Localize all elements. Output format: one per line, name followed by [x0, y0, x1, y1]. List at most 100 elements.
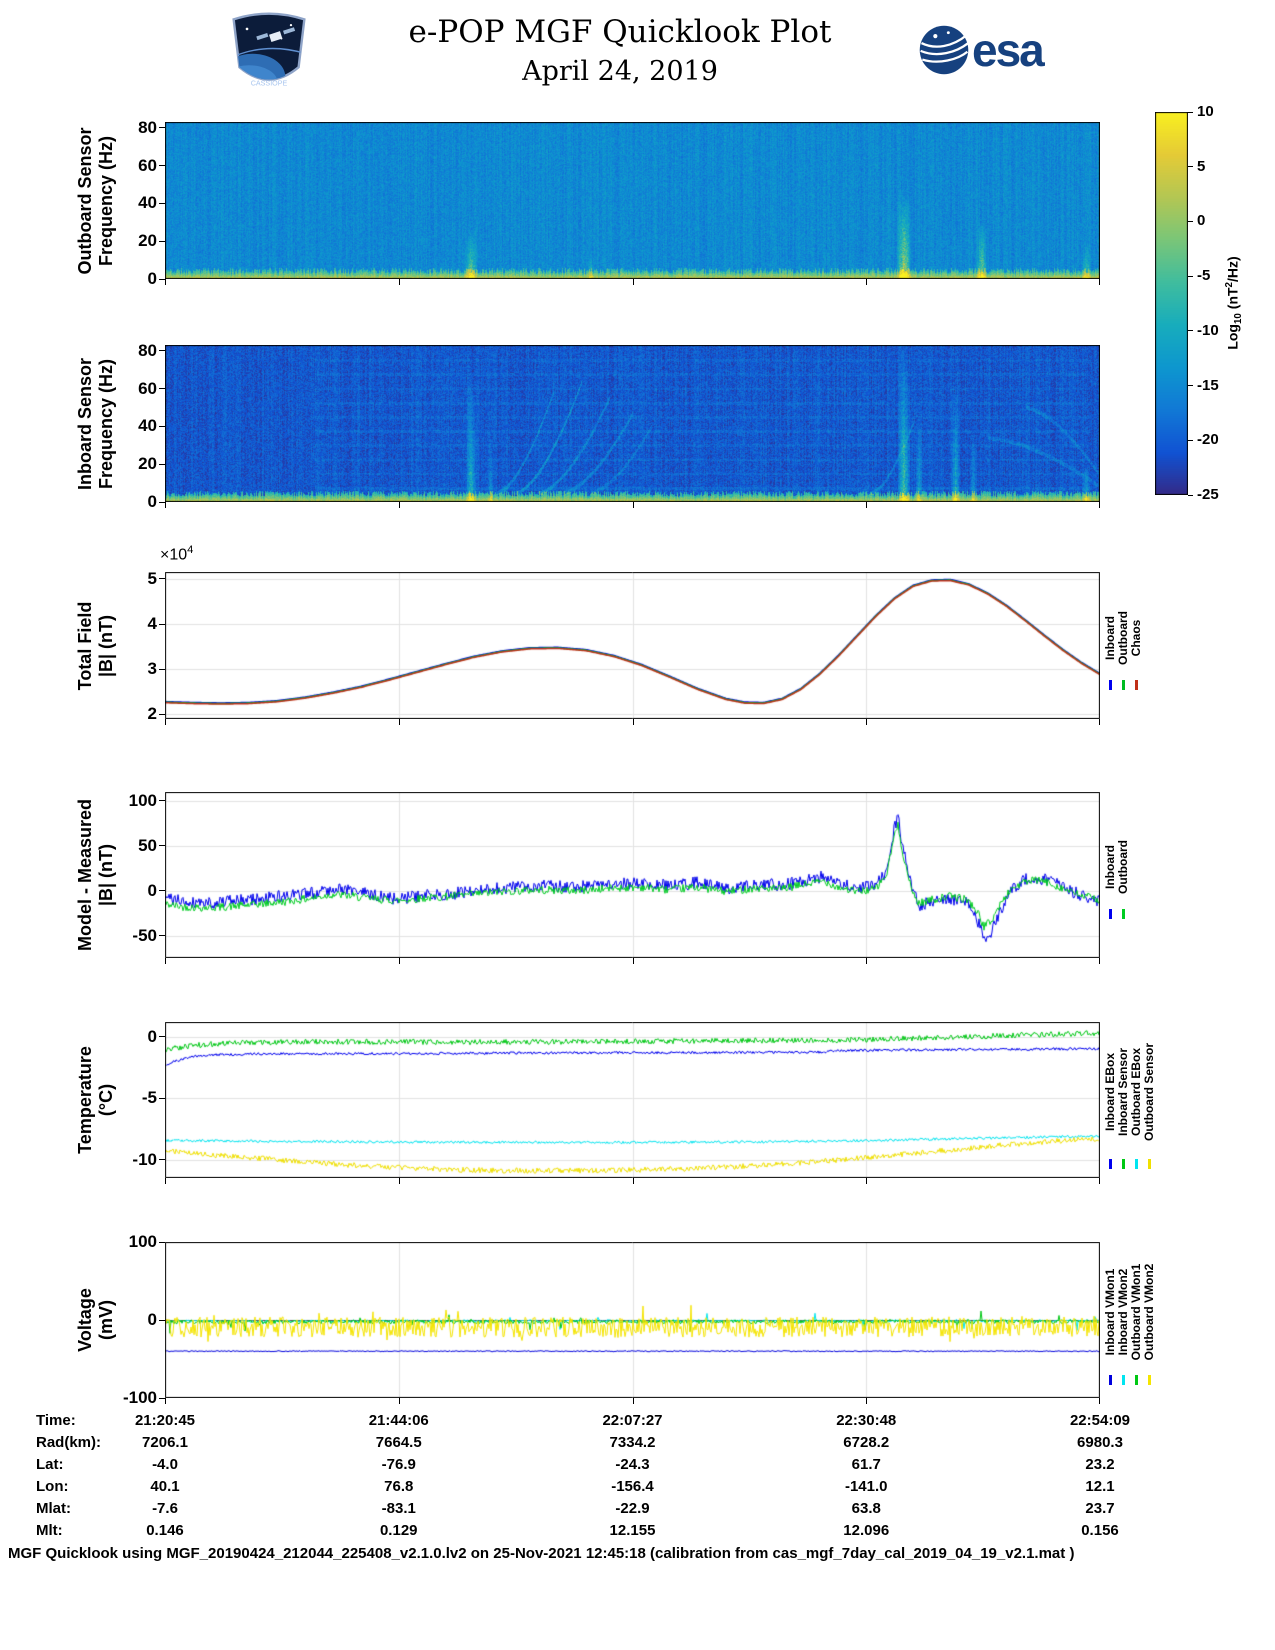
table-cell-value: 63.8: [851, 1500, 881, 1517]
tick-mark: [398, 719, 400, 725]
table-cell-value: 12.155: [609, 1522, 656, 1539]
colorbar-tick-label: -15: [1197, 376, 1219, 394]
tick-mark: [159, 388, 165, 389]
ylabel-temperature: Temperature (°C): [75, 1046, 117, 1154]
temperature-canvas: [165, 1022, 1100, 1178]
table-cell-value: -24.3: [615, 1456, 650, 1473]
tick-mark: [632, 1398, 634, 1404]
tick-mark: [165, 502, 166, 508]
figure-date: April 24, 2019: [522, 56, 718, 87]
esa-logo: esa: [918, 24, 1045, 76]
tick-mark: [159, 1036, 165, 1038]
temperature-panel: [165, 1022, 1100, 1178]
total-field-canvas: [165, 572, 1100, 719]
legend-label: Outboard Sensor: [1142, 1043, 1156, 1142]
cassiope-mission-logo: CASSIOPE: [226, 6, 312, 97]
tick-mark: [866, 1398, 868, 1404]
table-row-label: Lat:: [36, 1456, 64, 1473]
legend-color-mark: [1121, 908, 1125, 919]
y-tick-label: 0: [147, 1310, 157, 1329]
legend-label: Outboard: [1116, 839, 1130, 894]
tick-mark: [1188, 275, 1193, 277]
y-tick-label: 0: [147, 880, 157, 900]
legend-label: Outboard VMon2: [1142, 1263, 1156, 1361]
esa-logo-text: esa: [972, 24, 1045, 76]
y-tick-label: 100: [128, 1232, 157, 1251]
legend-label: Inboard VMon2: [1116, 1268, 1130, 1356]
tick-mark: [159, 202, 165, 204]
table-cell-value: 7206.1: [142, 1434, 188, 1451]
legend-color-mark: [1134, 1158, 1138, 1169]
outboard-spectrogram-panel: [165, 122, 1100, 279]
legend-label: Outboard: [1116, 611, 1130, 666]
table-cell-value: -4.0: [152, 1456, 178, 1473]
legend-color-mark: [1108, 1375, 1112, 1386]
table-cell-value: 6980.3: [1077, 1434, 1123, 1451]
tick-mark: [159, 578, 165, 580]
y-tick-label: 20: [138, 231, 157, 251]
legend-color-mark: [1121, 1158, 1125, 1169]
colorbar-tick-label: -10: [1197, 321, 1219, 339]
table-cell-value: 22:07:27: [602, 1412, 663, 1429]
tick-mark: [398, 1398, 400, 1404]
table-cell-value: 6728.2: [843, 1434, 890, 1451]
tick-mark: [1099, 1398, 1100, 1404]
tick-mark: [398, 502, 400, 508]
tick-mark: [165, 1178, 166, 1184]
tick-mark: [159, 623, 165, 625]
y-tick-label: 40: [138, 416, 157, 436]
voltage-panel: [165, 1242, 1100, 1398]
tick-mark: [866, 1178, 868, 1184]
tick-mark: [398, 279, 400, 285]
ylabel-inboard-frequency: Inboard Sensor Frequency (Hz): [75, 357, 117, 489]
tick-mark: [165, 719, 166, 725]
tick-mark: [159, 935, 165, 937]
legend-label: Inboard: [1103, 844, 1117, 889]
tick-mark: [159, 463, 165, 465]
y-tick-label: 0: [147, 269, 157, 288]
tick-mark: [1188, 166, 1193, 168]
table-cell-value: -76.9: [381, 1456, 416, 1473]
table-cell-value: 22:54:09: [1069, 1412, 1131, 1429]
ylabel-line: Total Field: [75, 601, 95, 690]
cassiope-badge-icon: CASSIOPE: [232, 12, 306, 87]
tick-mark: [159, 668, 165, 670]
table-cell-value: 22:30:48: [836, 1412, 897, 1429]
legend-label: Inboard EBox: [1103, 1053, 1117, 1132]
legend-label: Inboard Sensor: [1116, 1048, 1130, 1137]
table-row-label: Mlt:: [36, 1522, 63, 1539]
tick-mark: [1188, 111, 1193, 113]
table-row-label: Rad(km):: [36, 1434, 102, 1451]
y-tick-label: 2: [147, 704, 157, 724]
tick-mark: [159, 350, 165, 352]
tick-mark: [159, 501, 165, 503]
table-cell-value: 61.7: [851, 1456, 881, 1473]
legend-color-mark: [1147, 1375, 1151, 1386]
tick-mark: [159, 800, 165, 802]
tick-mark: [159, 425, 165, 427]
colorbar-tick-label: 10: [1197, 103, 1214, 120]
y-axis-exponent-label: ×104: [160, 544, 193, 564]
table-cell-value: 40.1: [150, 1478, 180, 1495]
ylabel-line: Temperature: [75, 1046, 95, 1154]
exponent-base: ×10: [160, 546, 188, 564]
table-cell-value: -22.9: [615, 1500, 650, 1517]
ylabel-line: Voltage: [75, 1288, 95, 1352]
y-tick-label: 80: [138, 340, 157, 360]
table-cell-value: -141.0: [844, 1478, 888, 1495]
tick-mark: [1188, 385, 1193, 387]
table-cell-value: 0.129: [379, 1522, 418, 1539]
table-cell-value: 7664.5: [375, 1434, 422, 1451]
ylabel-total-field: Total Field |B| (nT): [75, 601, 117, 690]
tick-mark: [632, 958, 634, 964]
tick-mark: [1099, 719, 1100, 725]
legend-color-mark: [1108, 1158, 1112, 1169]
tick-mark: [159, 890, 165, 892]
y-tick-label: -50: [132, 925, 157, 945]
tick-mark: [1099, 1178, 1100, 1184]
table-cell-value: 21:20:45: [134, 1412, 196, 1429]
table-row-label: Lon:: [36, 1478, 69, 1495]
ylabel-line: Inboard Sensor: [75, 357, 95, 490]
y-tick-label: 60: [138, 155, 157, 175]
